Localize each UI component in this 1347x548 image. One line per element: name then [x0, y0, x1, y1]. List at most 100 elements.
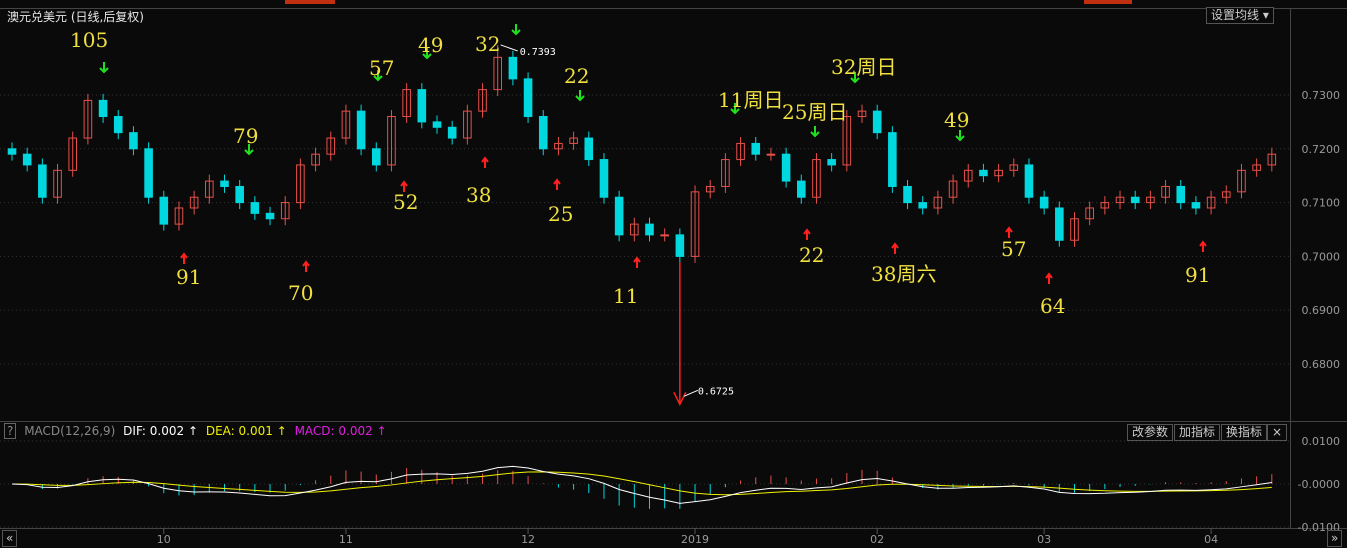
- green-down-arrow-icon: [511, 24, 521, 36]
- candle-down: [1191, 202, 1201, 209]
- min-marker-pointer: [683, 389, 699, 397]
- dif-line: [11, 465, 1272, 504]
- scroll-right-button[interactable]: »: [1327, 530, 1343, 547]
- y-tick-label: 0.7200: [1302, 143, 1341, 156]
- annotation: 49: [418, 33, 444, 57]
- annotation: 25: [548, 202, 574, 226]
- edit-params-button[interactable]: 改参数: [1127, 424, 1174, 441]
- top-tab-active[interactable]: [1084, 0, 1132, 4]
- x-tick-label: 02: [870, 533, 884, 546]
- candle-up: [68, 137, 78, 171]
- candle-down: [538, 116, 548, 150]
- x-tick-label: 03: [1037, 533, 1051, 546]
- candle-down: [888, 132, 897, 187]
- candle-up: [1009, 164, 1019, 171]
- ma-setting-dropdown[interactable]: 设置均线 ▾: [1206, 7, 1274, 24]
- candle-down: [250, 202, 260, 214]
- annotation: 22: [564, 64, 590, 88]
- candle-down: [1055, 207, 1064, 241]
- candle-down: [98, 99, 108, 118]
- top-tab-active[interactable]: [285, 0, 335, 4]
- macd-tick-label: 0.0100: [1302, 435, 1341, 448]
- green-down-arrow-icon: [373, 70, 383, 82]
- y-tick-label: 0.7000: [1302, 250, 1341, 263]
- candle-up: [690, 191, 700, 257]
- candle-down: [903, 185, 912, 204]
- candle-down: [159, 196, 169, 225]
- candle-up: [1221, 191, 1231, 198]
- red-up-arrow-icon: [400, 180, 408, 192]
- help-button[interactable]: ?: [4, 423, 17, 439]
- annotation: 49: [944, 108, 970, 132]
- candle-up: [721, 159, 730, 187]
- green-down-arrow-icon: [244, 144, 254, 156]
- y-tick-label: 0.7100: [1302, 197, 1341, 210]
- candle-up: [705, 185, 715, 193]
- x-tick-label: 12: [521, 533, 535, 546]
- candle-up: [842, 116, 852, 166]
- candle-down: [979, 169, 988, 177]
- macd-name: MACD(12,26,9): [24, 424, 116, 438]
- candle-down: [220, 180, 229, 187]
- close-indicator-button[interactable]: ×: [1267, 424, 1288, 441]
- candle-down: [523, 78, 533, 118]
- green-down-arrow-icon: [850, 72, 860, 84]
- candle-up: [326, 137, 336, 155]
- annotation: 11: [613, 284, 639, 308]
- candle-up: [1252, 164, 1261, 171]
- red-up-arrow-icon: [633, 256, 641, 268]
- candle-up: [280, 202, 290, 220]
- green-down-arrow-icon: [422, 48, 432, 60]
- candle-down: [113, 116, 123, 134]
- candle-down: [235, 185, 244, 204]
- candle-down: [614, 196, 624, 236]
- candle-down: [1039, 196, 1049, 209]
- candle-down: [584, 137, 594, 161]
- candle-down: [22, 153, 32, 166]
- chart-title: 澳元兑美元 (日线,后复权): [7, 10, 144, 24]
- candle-down: [356, 110, 366, 150]
- red-up-arrow-icon: [553, 178, 561, 190]
- candle-up: [296, 164, 305, 204]
- annotation: 25周日: [782, 100, 848, 124]
- annotation: 38: [466, 183, 492, 207]
- candle-up: [630, 223, 639, 236]
- candle-up: [1146, 196, 1155, 204]
- switch-indicator-button[interactable]: 换指标: [1221, 424, 1268, 441]
- add-indicator-button[interactable]: 加指标: [1174, 424, 1221, 441]
- candle-up: [402, 89, 411, 118]
- dea-line: [11, 471, 1272, 496]
- candle-down: [645, 223, 654, 236]
- scroll-left-button[interactable]: «: [2, 530, 18, 547]
- green-down-arrow-icon: [810, 126, 820, 138]
- candle-up: [53, 169, 62, 198]
- annotation: 11周日: [718, 88, 784, 112]
- green-down-arrow-icon: [575, 90, 585, 102]
- candle-up: [478, 89, 487, 112]
- candle-up: [736, 142, 745, 161]
- candle-up: [174, 207, 184, 225]
- candle-down: [675, 234, 685, 257]
- annotation: 79: [233, 124, 259, 148]
- candle-up: [493, 56, 503, 91]
- chart-frame: [0, 0, 1347, 529]
- red-up-arrow-icon: [1199, 240, 1207, 252]
- red-up-arrow-icon: [180, 252, 188, 264]
- candle-up: [857, 110, 867, 118]
- annotation: 57: [1001, 237, 1027, 261]
- candle-up: [1100, 202, 1110, 209]
- candle-up: [569, 137, 578, 144]
- candle-down: [129, 132, 138, 150]
- candle-down: [827, 159, 836, 166]
- annotation: 57: [369, 56, 395, 80]
- red-up-arrow-icon: [481, 156, 489, 168]
- annotation: 91: [1185, 263, 1211, 287]
- candle-down: [918, 202, 928, 209]
- annotation: 22: [799, 243, 825, 267]
- candle-up: [1085, 207, 1094, 220]
- annotation: 38周六: [871, 262, 937, 286]
- candle-down: [7, 148, 17, 155]
- candle-up: [963, 169, 973, 182]
- green-down-arrow-icon: [99, 62, 109, 74]
